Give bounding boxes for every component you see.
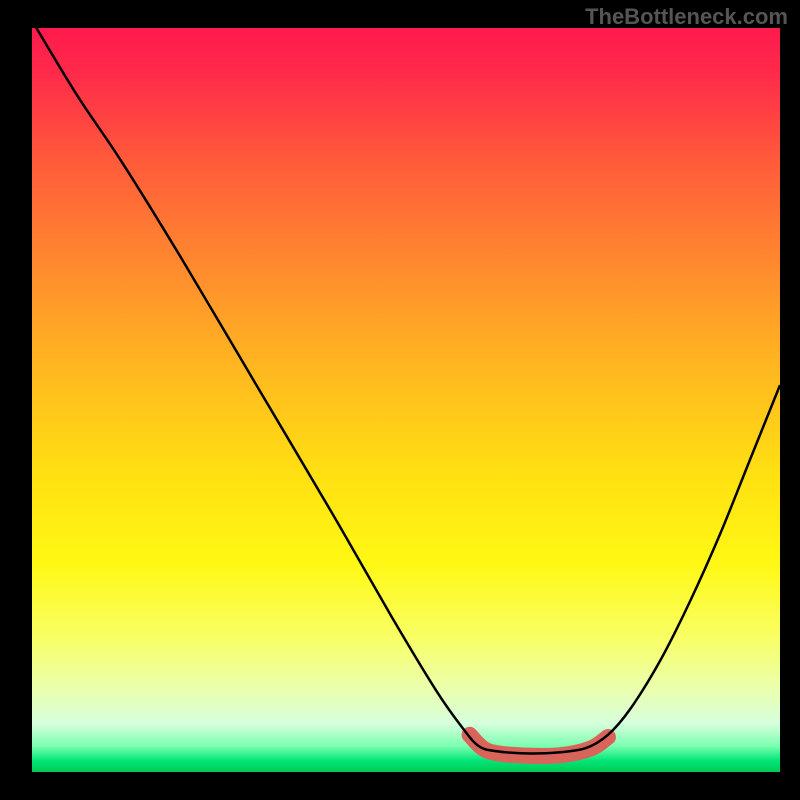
chart-canvas: TheBottleneck.com xyxy=(0,0,800,800)
bottleneck-curve-chart xyxy=(0,0,800,800)
gradient-background xyxy=(32,28,780,772)
